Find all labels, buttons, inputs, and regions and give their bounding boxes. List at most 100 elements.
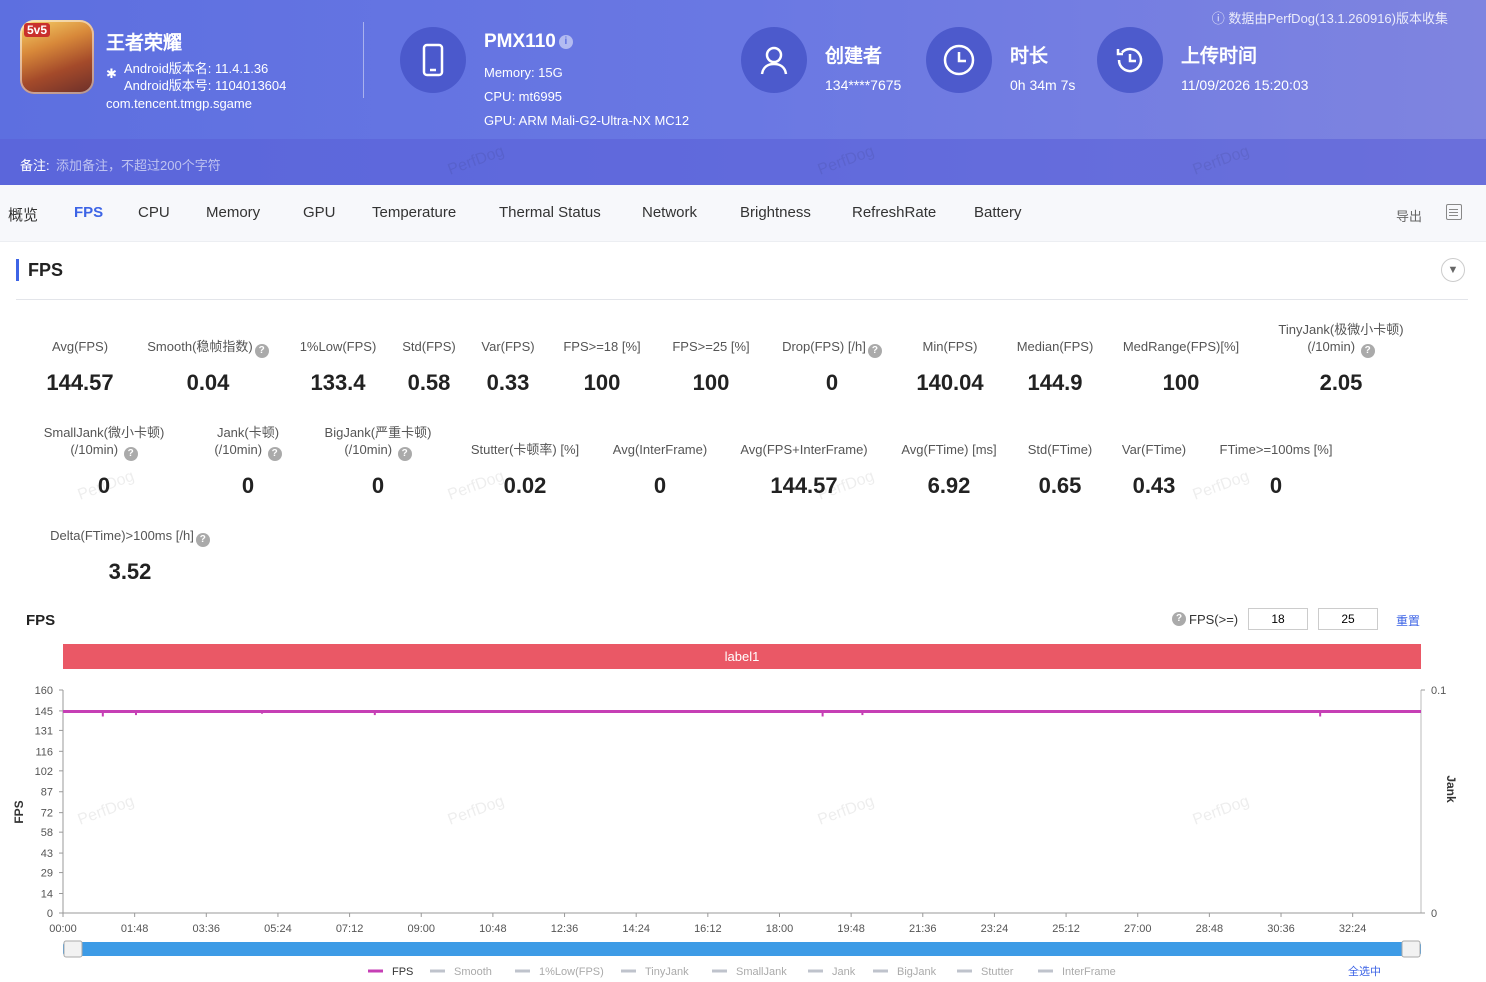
legend-item: Smooth — [454, 966, 492, 978]
app-name: 王者荣耀 — [106, 33, 183, 54]
x-tick-label: 30:36 — [1267, 923, 1295, 935]
tab-network[interactable]: Network — [642, 204, 698, 221]
metric-var-ftime: Var(FTime) 0.43 — [1121, 442, 1187, 498]
metric-min-fps: Min(FPS) 140.04 — [916, 339, 984, 395]
watermark: PerfDog — [1191, 793, 1252, 829]
help-icon[interactable]: ? — [254, 344, 269, 358]
metric-jank: Jank(卡顿) (/10min) ? 0 — [168, 424, 328, 498]
x-tick-label: 00:00 — [49, 923, 77, 935]
metric-1pct-low: 1%Low(FPS) 133.4 — [299, 339, 377, 395]
label-band — [63, 644, 1421, 669]
legend-item: SmallJank — [736, 966, 787, 978]
watermark: PerfDog — [1191, 468, 1252, 504]
device-cpu: CPU: mt6995 — [484, 89, 563, 104]
x-tick-label: 32:24 — [1339, 923, 1367, 935]
app-version-code: Android版本号: 1104013604 — [124, 78, 287, 93]
legend-item: 1%Low(FPS) — [539, 966, 604, 978]
x-tick-label: 01:48 — [121, 923, 149, 935]
y-tick-label: 87 — [41, 787, 53, 799]
help-icon[interactable]: ? — [867, 344, 882, 358]
y-tick-label: 58 — [41, 827, 53, 839]
reset-button[interactable]: 重置 — [1396, 614, 1421, 628]
tab-gpu[interactable]: GPU — [303, 204, 336, 221]
tab-thermal-status[interactable]: Thermal Status — [499, 204, 601, 221]
watermark: PerfDog — [816, 468, 877, 504]
metric-std-fps: Std(FPS) 0.58 — [402, 339, 456, 395]
fps-threshold-input-2[interactable] — [1318, 608, 1378, 630]
watermark: PerfDog — [816, 793, 877, 829]
clock-icon — [926, 27, 992, 93]
tab-memory[interactable]: Memory — [206, 204, 261, 221]
section-accent — [16, 259, 19, 281]
app-version-name: Android版本名: 11.4.1.36 — [124, 61, 269, 76]
tab-overview[interactable]: 概览 — [8, 207, 39, 224]
legend-item: Stutter — [981, 966, 1014, 978]
metric-smalljank: SmallJank(微小卡顿) (/10min) ? 0 — [43, 425, 165, 498]
note-input[interactable]: 添加备注，不超过200个字符 — [56, 158, 221, 173]
y-tick-label: 43 — [41, 848, 53, 860]
help-icon[interactable]: ? — [195, 533, 210, 547]
collapse-toggle-icon[interactable]: ▼ — [1441, 258, 1465, 282]
metric-fps-ge-25: FPS>=25 [%] 100 — [672, 339, 750, 395]
device-memory: Memory: 15G — [484, 65, 563, 80]
label-band-text: label1 — [725, 649, 760, 664]
y-tick-label: 72 — [41, 808, 53, 820]
metric-ftime-ge-100ms: FTime>=100ms [%] 0 — [1219, 442, 1333, 498]
tab-cpu[interactable]: CPU — [138, 204, 170, 221]
help-icon[interactable]: ? — [123, 447, 138, 461]
y-tick-label: 131 — [35, 725, 53, 737]
metric-medrange-fps: MedRange(FPS)[%] 100 — [1122, 339, 1240, 395]
watermark: PerfDog — [446, 468, 507, 504]
y-tick-label: 14 — [41, 888, 53, 900]
metric-std-ftime: Std(FTime) 0.65 — [1027, 442, 1093, 498]
legend-item: InterFrame — [1062, 966, 1116, 978]
tab-temperature[interactable]: Temperature — [372, 204, 457, 221]
range-slider-track — [63, 942, 1421, 956]
y-tick-label: 0 — [47, 908, 53, 920]
help-icon[interactable]: ? — [1172, 612, 1186, 626]
duration-value: 0h 34m 7s — [1010, 77, 1076, 93]
x-tick-label: 23:24 — [981, 923, 1009, 935]
metric-delta-ftime: Delta(FTime)>100ms [/h]? 3.52 — [40, 527, 220, 584]
x-tick-label: 09:00 — [407, 923, 435, 935]
y2-tick-label: 0 — [1431, 908, 1437, 920]
note-bar — [0, 139, 1486, 185]
export-button[interactable]: 导出 — [1395, 209, 1422, 224]
app-icon: 5v5 — [20, 20, 94, 94]
tab-refreshrate[interactable]: RefreshRate — [852, 204, 937, 221]
watermark: PerfDog — [1191, 143, 1252, 179]
metric-fps-ge-18: FPS>=18 [%] 100 — [563, 339, 641, 395]
help-icon[interactable]: ? — [1360, 344, 1375, 358]
section-title: FPS — [28, 260, 64, 280]
creator-title: 创建者 — [825, 46, 883, 67]
help-icon[interactable]: ? — [267, 447, 282, 461]
tab-fps[interactable]: FPS — [74, 204, 104, 221]
legend-item: Jank — [832, 966, 856, 978]
x-tick-label: 18:00 — [766, 923, 794, 935]
help-icon[interactable]: ? — [397, 447, 412, 461]
x-tick-label: 12:36 — [551, 923, 579, 935]
x-tick-label: 27:00 — [1124, 923, 1152, 935]
fps-threshold-input-1[interactable] — [1248, 608, 1308, 630]
export-table-icon[interactable] — [1446, 204, 1462, 220]
metric-smooth: Smooth(稳帧指数)? 0.04 — [128, 338, 288, 395]
tab-brightness[interactable]: Brightness — [740, 204, 811, 221]
tab-battery[interactable]: Battery — [974, 204, 1022, 221]
tab-bar: 概览 FPS CPU Memory GPU Temperature Therma… — [0, 185, 1486, 242]
y2-tick-label: 0.1 — [1431, 685, 1446, 697]
legend-item: TinyJank — [645, 966, 689, 978]
y-tick-label: 29 — [41, 868, 53, 880]
range-slider-handle-right — [1401, 940, 1421, 958]
x-tick-label: 19:48 — [837, 923, 865, 935]
header-divider — [363, 22, 364, 98]
metric-median-fps: Median(FPS) 144.9 — [1016, 339, 1094, 395]
device-info-icon[interactable]: i — [558, 34, 573, 49]
watermark: PerfDog — [446, 793, 507, 829]
y2-axis-title: Jank — [1444, 775, 1458, 803]
x-tick-label: 16:12 — [694, 923, 722, 935]
x-tick-label: 25:12 — [1052, 923, 1080, 935]
fps-threshold-label: FPS(>=) — [1189, 612, 1239, 627]
chart-title: FPS — [26, 612, 56, 629]
y-tick-label: 102 — [35, 766, 53, 778]
x-tick-label: 07:12 — [336, 923, 364, 935]
